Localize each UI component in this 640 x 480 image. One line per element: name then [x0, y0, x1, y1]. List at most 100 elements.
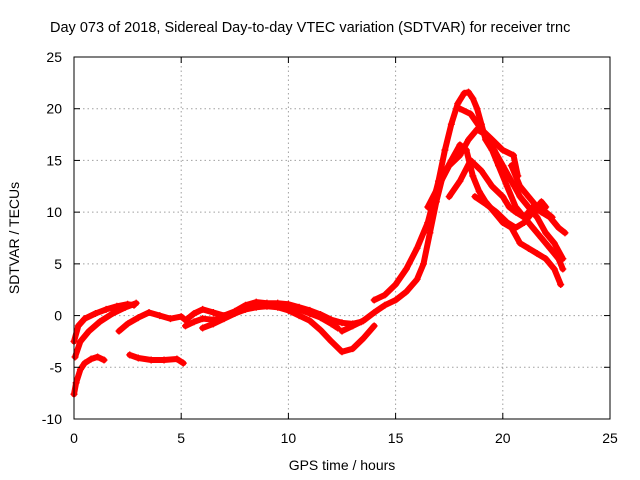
data-point	[94, 353, 102, 361]
series-line	[371, 89, 566, 304]
data-point	[334, 324, 342, 332]
data-point	[115, 327, 123, 335]
data-point	[402, 265, 410, 273]
data-point	[181, 322, 189, 330]
chart-title: Day 073 of 2018, Sidereal Day-to-day VTE…	[50, 20, 570, 36]
data-point	[121, 303, 129, 311]
grid	[74, 57, 610, 419]
data-point	[488, 136, 496, 144]
data-point	[76, 337, 84, 345]
data-point	[370, 308, 378, 316]
data-point	[533, 203, 541, 211]
data-point	[173, 355, 181, 363]
y-tick-label: 20	[46, 101, 62, 117]
data-point	[464, 88, 472, 96]
series-trace-15	[507, 162, 556, 221]
data-point	[456, 151, 464, 159]
data-point	[306, 317, 314, 325]
data-point	[488, 182, 496, 190]
data-point	[467, 156, 475, 164]
data-point	[454, 100, 462, 108]
series-trace-5	[126, 351, 187, 367]
data-point	[445, 193, 453, 201]
data-point	[441, 146, 449, 154]
data-point	[561, 229, 569, 237]
x-tick-label: 0	[70, 430, 78, 446]
plot-frame	[73, 56, 611, 420]
data-point	[156, 312, 164, 320]
data-point	[542, 208, 550, 216]
data-point	[231, 310, 239, 318]
series-line	[508, 162, 556, 221]
data-point	[477, 125, 485, 133]
data-point	[74, 322, 82, 330]
data-point	[370, 296, 378, 304]
data-point	[507, 162, 515, 170]
data-point	[542, 255, 550, 263]
data-point	[550, 265, 558, 273]
data-point	[263, 302, 271, 310]
data-point	[546, 244, 554, 252]
data-point	[209, 320, 217, 328]
series-trace-3	[70, 353, 108, 398]
data-point	[424, 203, 432, 211]
data-point	[199, 324, 207, 332]
y-tick-label: -10	[42, 411, 62, 427]
data-point	[559, 255, 567, 263]
data-point	[209, 308, 217, 316]
data-point	[160, 356, 168, 364]
data-point	[447, 120, 455, 128]
data-point	[199, 315, 207, 323]
data-point	[317, 311, 325, 319]
data-point	[467, 110, 475, 118]
data-point	[537, 198, 545, 206]
data-point	[510, 151, 518, 159]
y-tick-label: 15	[46, 152, 62, 168]
x-tick-label: 25	[602, 430, 618, 446]
data-point	[471, 193, 479, 201]
data-point	[359, 317, 367, 325]
data-point	[87, 355, 95, 363]
data-point	[102, 305, 110, 313]
data-point	[284, 300, 292, 308]
y-tick-label: 5	[54, 256, 62, 272]
x-tick-label: 5	[177, 430, 185, 446]
x-tick-label: 10	[281, 430, 297, 446]
data-point	[492, 208, 500, 216]
series-line	[424, 126, 566, 262]
data-point	[505, 203, 513, 211]
data-point	[306, 306, 314, 314]
data-point	[456, 105, 464, 113]
data-point	[469, 94, 477, 102]
data-point	[81, 359, 89, 367]
data-point	[533, 213, 541, 221]
data-point	[419, 260, 427, 268]
data-point	[477, 167, 485, 175]
data-point	[503, 182, 511, 190]
data-point	[402, 288, 410, 296]
series-trace-8	[199, 302, 378, 356]
data-point	[179, 359, 187, 367]
data-point	[85, 327, 93, 335]
data-point	[516, 239, 524, 247]
data-point	[529, 224, 537, 232]
data-point	[499, 162, 507, 170]
series-trace-2	[71, 299, 140, 361]
x-tick-label: 20	[495, 430, 511, 446]
data-point	[456, 177, 464, 185]
x-axis-label: GPS time / hours	[289, 457, 396, 473]
data-point	[145, 308, 153, 316]
series-trace-10	[370, 88, 567, 304]
data-point	[503, 218, 511, 226]
data-point	[525, 193, 533, 201]
y-tick-label: 0	[54, 308, 62, 324]
data-point	[550, 239, 558, 247]
data-point	[91, 310, 99, 318]
data-point	[338, 327, 346, 335]
data-point	[392, 281, 400, 289]
data-point	[516, 182, 524, 190]
data-point	[242, 305, 250, 313]
data-point	[274, 303, 282, 311]
data-point	[512, 208, 520, 216]
